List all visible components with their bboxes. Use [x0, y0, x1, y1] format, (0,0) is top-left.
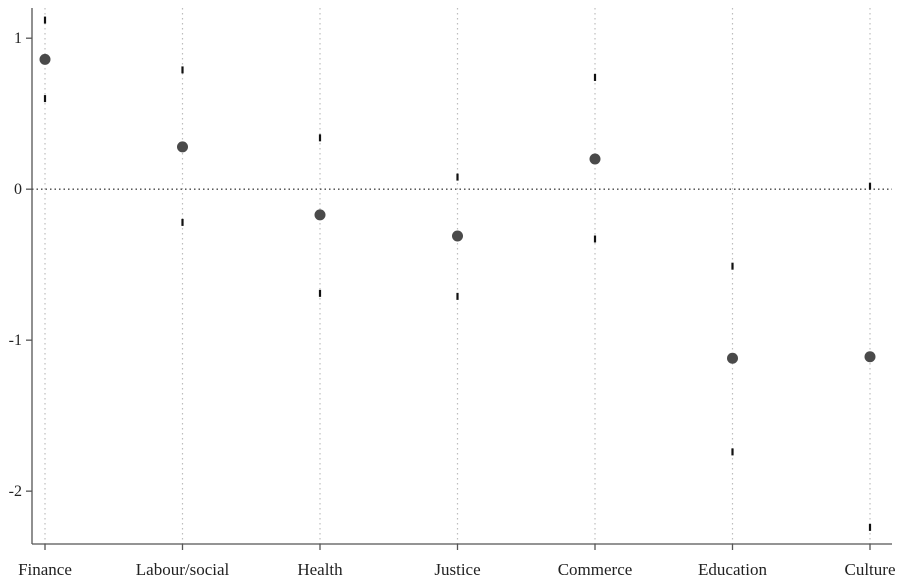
- label-layer: -2 -1 0 1 Finance Labour/social Health Justice C…: [9, 30, 896, 579]
- x-tick-label: Labour/social: [136, 560, 230, 579]
- x-tick-label: Finance: [18, 560, 72, 579]
- x-tick-label: Culture: [845, 560, 896, 579]
- point-estimate: [589, 153, 601, 165]
- point-estimate: [452, 230, 463, 242]
- point-estimate: [864, 351, 876, 363]
- point-estimate: [177, 141, 188, 153]
- point-estimate: [727, 352, 738, 364]
- confidence-interval-layer: [43, 16, 872, 531]
- y-tick-label: 1: [14, 30, 22, 47]
- y-tick-label: -1: [9, 332, 22, 349]
- x-tick-label: Justice: [434, 560, 480, 579]
- x-tick-label: Health: [297, 560, 343, 579]
- y-tick-label: 0: [14, 181, 22, 198]
- grid-layer: [32, 8, 892, 544]
- y-tick-label: -2: [9, 483, 22, 500]
- point-estimate: [39, 53, 51, 65]
- x-tick-label: Education: [698, 560, 767, 579]
- axis-layer: [26, 8, 892, 550]
- point-estimate: [314, 209, 326, 221]
- x-tick-label: Commerce: [558, 560, 633, 579]
- point-estimate-layer: [39, 53, 876, 364]
